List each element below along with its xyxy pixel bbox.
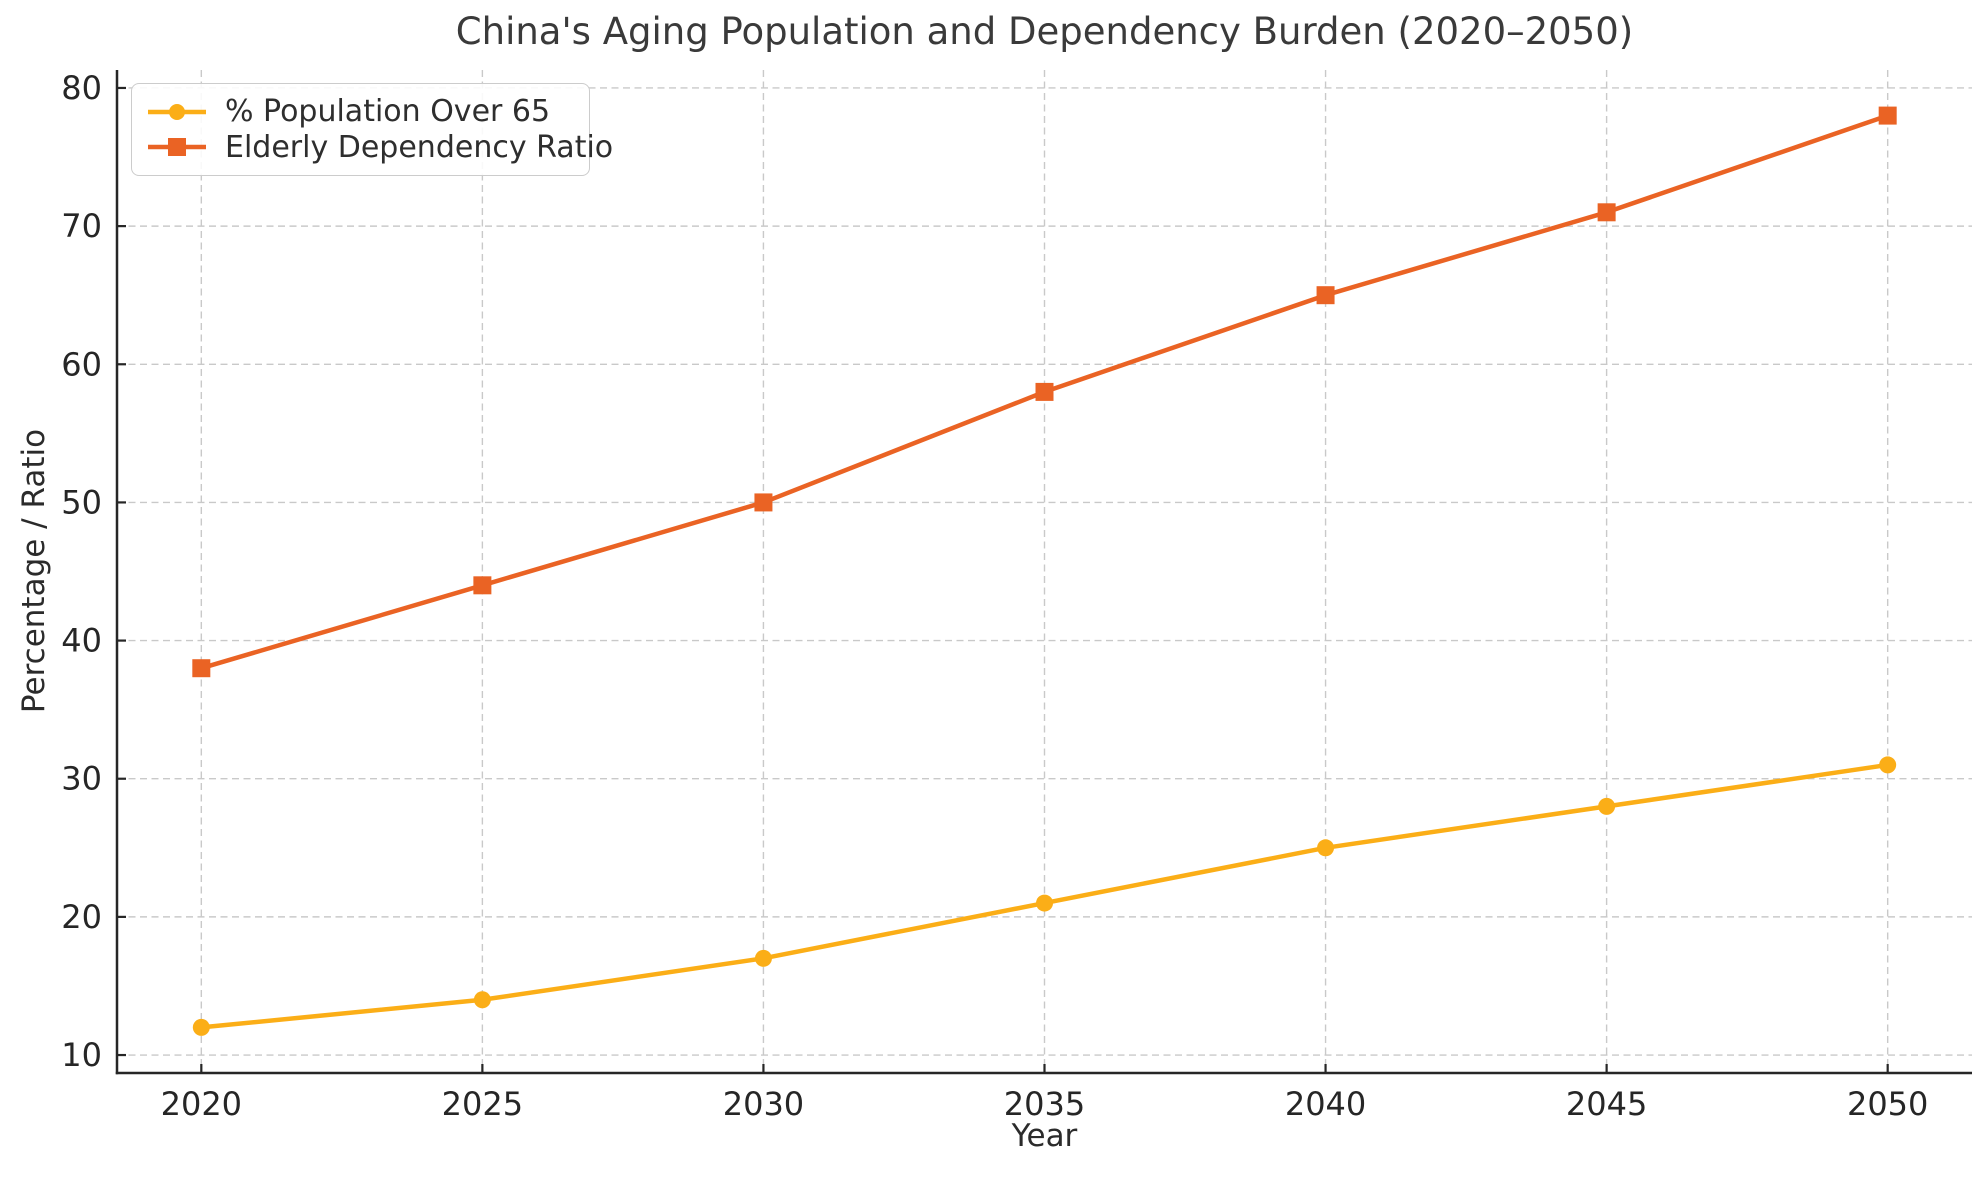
- y-tick-label: 50: [61, 483, 102, 521]
- x-tick-label: 2035: [1004, 1085, 1085, 1123]
- data-point-population-over-65: [1879, 756, 1897, 774]
- x-tick-label: 2050: [1847, 1085, 1928, 1123]
- y-tick-label: 70: [61, 207, 102, 245]
- data-point-population-over-65: [754, 949, 772, 967]
- data-point-elderly-dependency-ratio: [754, 493, 773, 512]
- chart-title: China's Aging Population and Dependency …: [455, 10, 1634, 53]
- legend-swatch-circle-icon: [148, 103, 206, 120]
- data-point-elderly-dependency-ratio: [192, 659, 211, 678]
- y-tick-label: 60: [61, 345, 102, 383]
- data-point-population-over-65: [1036, 894, 1053, 912]
- data-point-elderly-dependency-ratio: [1316, 286, 1335, 305]
- legend-swatch-square-icon: [148, 138, 206, 157]
- legend-item-elderly-dependency-ratio: Elderly Dependency Ratio: [146, 130, 613, 165]
- legend-label: Elderly Dependency Ratio: [225, 129, 614, 165]
- data-point-elderly-dependency-ratio: [473, 576, 492, 595]
- legend-item-population-over-65: % Population Over 65: [146, 94, 571, 129]
- data-point-elderly-dependency-ratio: [1597, 203, 1616, 222]
- x-tick-label: 2025: [442, 1085, 523, 1123]
- data-point-population-over-65: [1317, 839, 1335, 857]
- data-point-population-over-65: [473, 991, 491, 1009]
- x-tick-label: 2030: [723, 1085, 804, 1123]
- y-tick-label: 30: [61, 760, 102, 798]
- y-tick-label: 40: [61, 622, 102, 660]
- data-point-elderly-dependency-ratio: [1035, 382, 1054, 401]
- y-tick-label: 10: [61, 1036, 102, 1074]
- data-point-elderly-dependency-ratio: [1878, 106, 1897, 125]
- data-point-population-over-65: [1598, 797, 1616, 815]
- x-axis-label: Year: [1011, 1118, 1078, 1154]
- legend-label: % Population Over 65: [225, 94, 551, 130]
- x-tick-label: 2020: [161, 1085, 242, 1123]
- x-tick-label: 2045: [1566, 1085, 1647, 1123]
- y-tick-label: 20: [61, 898, 102, 936]
- data-point-population-over-65: [192, 1018, 210, 1036]
- legend: % Population Over 65 Elderly Dependency …: [131, 83, 613, 176]
- y-axis-label: Percentage / Ratio: [16, 428, 52, 714]
- x-tick-label: 2040: [1285, 1085, 1366, 1123]
- y-tick-label: 80: [61, 69, 102, 107]
